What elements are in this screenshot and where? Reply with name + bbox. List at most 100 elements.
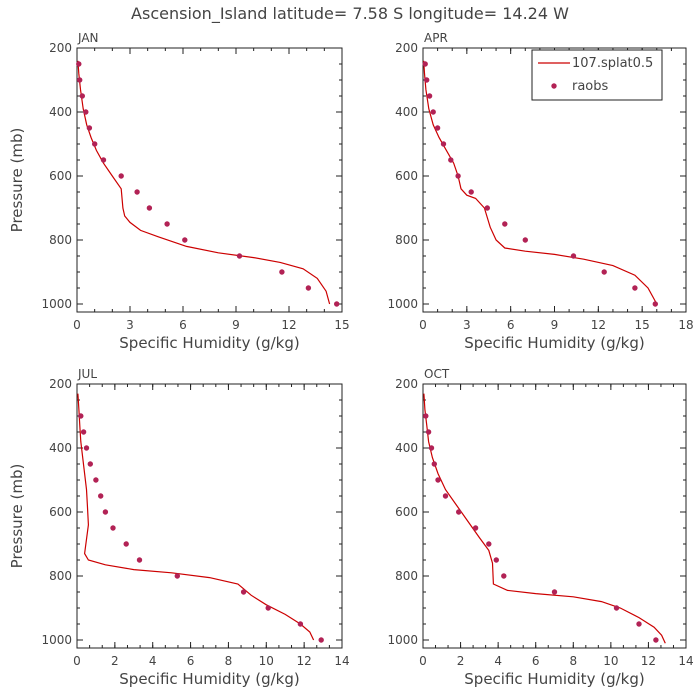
legend: 107.splat0.5 raobs [531, 49, 663, 101]
x-tick-label: 2 [111, 654, 119, 668]
raob-point [472, 525, 479, 531]
raob-point [501, 573, 507, 579]
x-tick-label: 14 [678, 654, 693, 668]
x-tick-label: 15 [635, 318, 650, 332]
raob-point [431, 461, 437, 467]
raob-point [484, 205, 490, 211]
x-tick-label: 10 [259, 654, 274, 668]
raob-point [570, 253, 577, 259]
y-tick-label: 1000 [387, 633, 418, 647]
raob-point [236, 253, 243, 259]
y-tick-label: 800 [395, 569, 418, 583]
raob-point [102, 509, 109, 515]
raob-point [493, 557, 499, 563]
x-tick-label: 12 [281, 318, 296, 332]
y-tick-label: 200 [49, 377, 72, 391]
raob-point [79, 93, 86, 99]
y-tick-label: 600 [395, 505, 418, 519]
y-tick-label: 800 [49, 569, 72, 583]
raob-point [334, 301, 340, 307]
panel-apr: 0 3 6 9 12 15 18 200 400 600 800 1000 APR Specific Hu… [387, 31, 693, 352]
raob-point [76, 61, 82, 67]
x-tick-label: 12 [591, 318, 606, 332]
raob-point [110, 525, 116, 531]
legend-obs-label: raobs [572, 79, 609, 94]
x-tick-label: 6 [507, 318, 515, 332]
raob-point [455, 173, 461, 179]
model-profile-line [77, 393, 315, 641]
legend-model-label: 107.splat0.5 [572, 56, 653, 71]
raob-point [653, 637, 659, 643]
x-tick-label: 4 [494, 654, 502, 668]
model-profile-line [77, 60, 331, 305]
panel-label: APR [424, 31, 448, 45]
raob-point [100, 157, 107, 163]
raob-point [240, 589, 247, 595]
raob-point [435, 477, 441, 483]
plot-frame [422, 383, 687, 649]
raob-point [636, 621, 642, 627]
raob-point [468, 189, 474, 195]
panel-label: JUL [77, 367, 97, 381]
x-tick-label: 0 [419, 318, 427, 332]
x-tick-label: 0 [419, 654, 427, 668]
x-axis-label: Specific Humidity (g/kg) [119, 670, 299, 688]
raob-point [440, 141, 447, 147]
y-tick-label: 400 [395, 441, 418, 455]
y-tick-label: 200 [395, 41, 418, 55]
raob-point [164, 221, 170, 227]
x-tick-label: 12 [297, 654, 312, 668]
x-tick-label: 8 [569, 654, 577, 668]
y-tick-label: 1000 [41, 297, 72, 311]
raob-point [136, 557, 143, 563]
x-tick-label: 9 [232, 318, 240, 332]
raob-point [83, 445, 90, 451]
raob-point [422, 61, 428, 67]
model-profile-line [423, 393, 666, 644]
raob-point [434, 125, 441, 131]
plot-frame [76, 47, 343, 313]
raob-point [98, 493, 104, 499]
raob-point [442, 493, 449, 499]
raob-point [425, 429, 432, 435]
legend-box [531, 49, 663, 101]
raob-point [80, 429, 87, 435]
raob-point [265, 605, 271, 611]
y-tick-label: 200 [395, 377, 418, 391]
x-tick-label: 4 [149, 654, 157, 668]
x-tick-label: 14 [334, 654, 349, 668]
raob-point [601, 269, 607, 275]
raob-point [174, 573, 180, 579]
panel-jan: 0 3 6 9 12 15 200 400 600 800 1000 JAN Specific Humi… [8, 31, 350, 352]
raob-point [426, 93, 433, 99]
raob-point [279, 269, 285, 275]
x-axis-label: Specific Humidity (g/kg) [119, 334, 299, 352]
panel-jul: 0 2 4 6 8 10 12 14 200 400 600 800 1000 JUL Specific H… [8, 367, 350, 688]
raob-point [456, 509, 462, 515]
raob-point [93, 477, 99, 483]
y-tick-label: 800 [49, 233, 72, 247]
x-tick-label: 3 [463, 318, 471, 332]
y-axis-label: Pressure (mb) [8, 464, 26, 569]
raob-point [423, 413, 429, 419]
raob-point [134, 189, 140, 195]
raob-point [87, 461, 94, 467]
y-tick-label: 400 [395, 105, 418, 119]
panel-label: JAN [77, 31, 99, 45]
raob-point [428, 445, 435, 451]
x-tick-label: 18 [678, 318, 693, 332]
raob-point [448, 157, 454, 163]
raob-point [77, 77, 83, 83]
y-tick-label: 600 [49, 169, 72, 183]
raob-point [502, 221, 508, 227]
y-tick-label: 200 [49, 41, 72, 55]
y-tick-label: 1000 [41, 633, 72, 647]
y-tick-label: 600 [49, 505, 72, 519]
raob-point [424, 77, 430, 83]
x-tick-label: 3 [126, 318, 134, 332]
raob-point [92, 141, 98, 147]
y-tick-label: 400 [49, 441, 72, 455]
raob-point [86, 125, 93, 131]
x-tick-label: 8 [225, 654, 233, 668]
